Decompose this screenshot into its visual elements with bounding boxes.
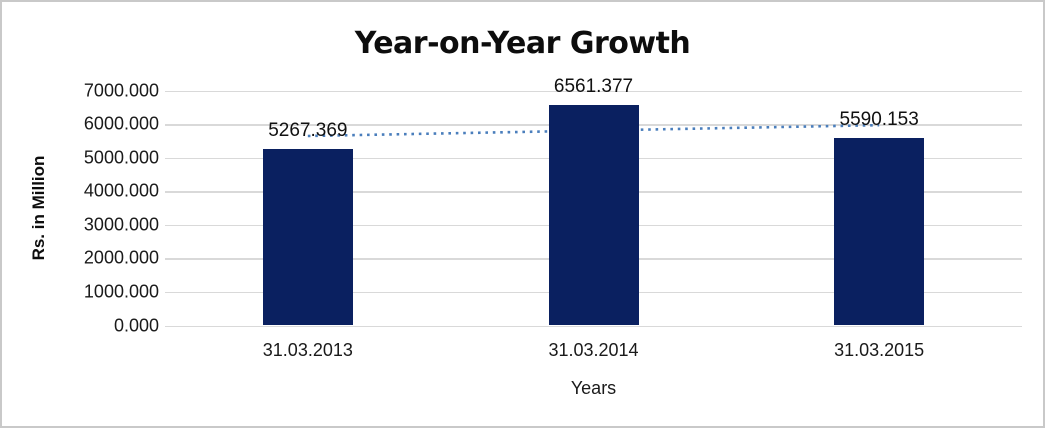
bar-value-label: 6561.377 — [553, 76, 634, 98]
x-tick-label: 31.03.2015 — [834, 340, 925, 360]
gridline — [165, 325, 1022, 327]
bar — [834, 137, 925, 326]
x-axis-title: Years — [570, 378, 617, 398]
y-axis-title: Rs. in Million — [29, 155, 48, 261]
bar — [548, 105, 639, 326]
y-tick-label: 4000.000 — [83, 180, 159, 201]
y-tick-label: 1000.000 — [83, 281, 159, 302]
gridline — [165, 90, 1022, 92]
y-tick-label: 7000.000 — [83, 80, 159, 100]
x-tick-label: 31.03.2014 — [548, 340, 639, 360]
y-tick-label: 3000.000 — [83, 214, 159, 235]
bar-value-label: 5267.369 — [268, 119, 348, 141]
y-tick-label: 6000.000 — [83, 113, 159, 134]
y-tick-label: 0.000 — [113, 315, 159, 335]
bar — [262, 148, 353, 326]
y-tick-label: 2000.000 — [83, 247, 159, 268]
chart-title: Year-on-Year Growth — [354, 26, 691, 61]
bar-value-label: 5590.153 — [839, 108, 919, 130]
y-tick-label: 5000.000 — [83, 147, 159, 168]
x-tick-label: 31.03.2013 — [262, 340, 353, 360]
